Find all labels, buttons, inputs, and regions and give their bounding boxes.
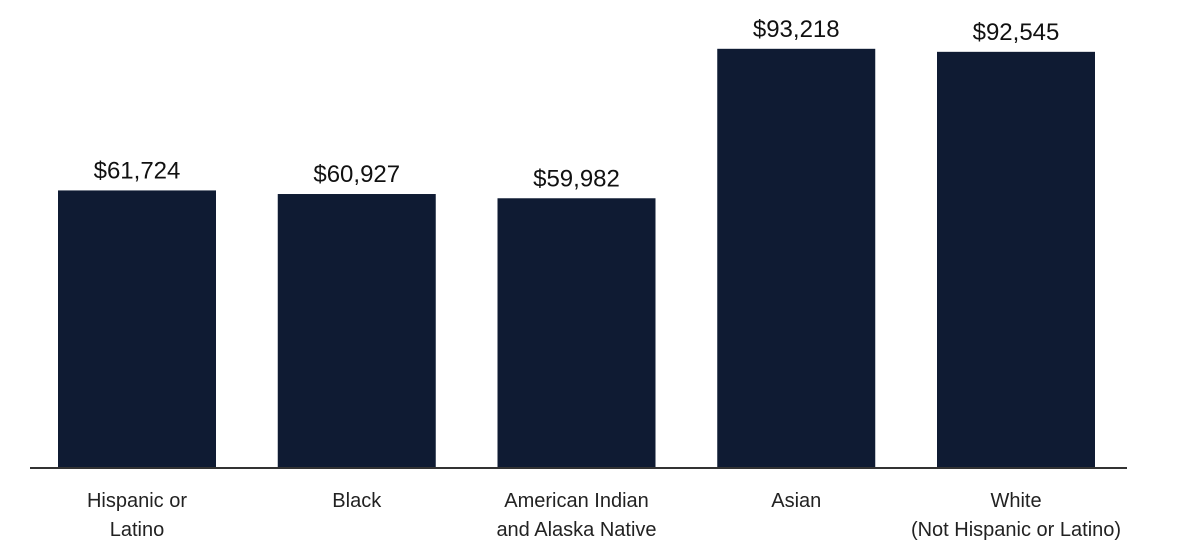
bar-1: [277, 194, 436, 468]
category-label-1: Black: [332, 490, 382, 512]
bar-3: [717, 48, 876, 468]
category-labels: Hispanic or Latino Black American Indian and…: [87, 490, 1121, 541]
category-label-line: American Indian: [504, 490, 649, 512]
bar-value-label-0: $61,724: [94, 157, 181, 184]
value-labels: $61,724 $60,927 $59,982 $93,218 $92,545: [94, 16, 1060, 192]
category-label-line: (Not Hispanic or Latino): [911, 519, 1121, 541]
category-label-line: Black: [332, 490, 382, 512]
category-label-4: White (Not Hispanic or Latino): [911, 490, 1121, 541]
bar-value-label-1: $60,927: [313, 161, 400, 188]
bar-value-label-3: $93,218: [753, 16, 840, 43]
bar-4: [937, 51, 1095, 468]
bar-value-label-4: $92,545: [973, 19, 1060, 46]
category-label-0: Hispanic or Latino: [87, 490, 187, 541]
category-label-line: Latino: [110, 519, 165, 541]
category-label-2: American Indian and Alaska Native: [496, 490, 656, 541]
category-label-line: Asian: [771, 490, 821, 512]
bar-2: [497, 198, 656, 468]
category-label-line: Hispanic or: [87, 490, 187, 512]
bar-0: [58, 190, 216, 468]
bar-value-label-2: $59,982: [533, 165, 620, 192]
category-label-line: White: [990, 490, 1041, 512]
bars: [58, 48, 1095, 468]
category-label-3: Asian: [771, 490, 821, 512]
category-label-line: and Alaska Native: [496, 519, 656, 541]
